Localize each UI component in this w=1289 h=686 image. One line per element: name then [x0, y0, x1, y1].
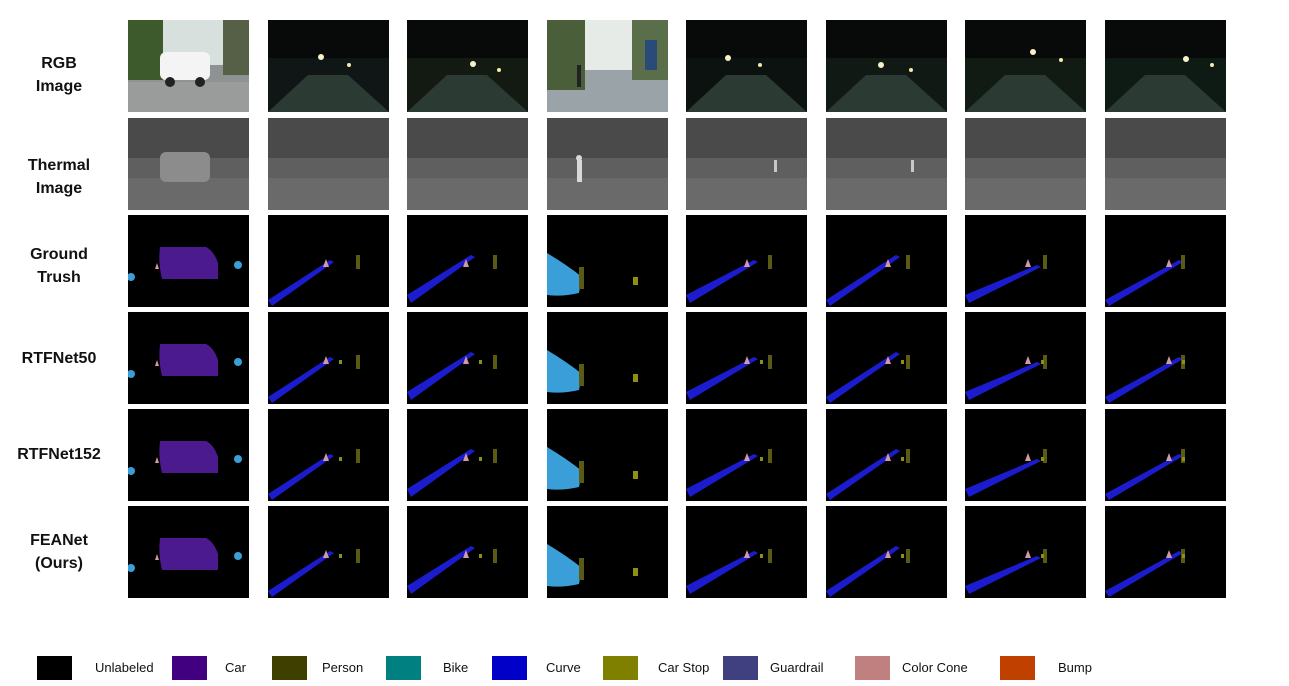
ground-truth-image-3: [407, 215, 528, 307]
ground-truth-image-7: [965, 215, 1086, 307]
thermal-image-8: [1105, 118, 1226, 210]
feanet-image-4: [547, 506, 668, 598]
feanet-image-8: [1105, 506, 1226, 598]
legend-label-bump: Bump: [1058, 660, 1092, 675]
rtfnet50-image-2: [268, 312, 389, 404]
rgb-image-5: [686, 20, 807, 112]
rgb-image-2: [268, 20, 389, 112]
rtfnet152-image-7: [965, 409, 1086, 501]
rtfnet50-image-3: [407, 312, 528, 404]
rtfnet152-image-8: [1105, 409, 1226, 501]
ground-truth-image-4: [547, 215, 668, 307]
rgb-image-8: [1105, 20, 1226, 112]
thermal-image-3: [407, 118, 528, 210]
rtfnet50-image-6: [826, 312, 947, 404]
rtfnet152-image-6: [826, 409, 947, 501]
rtfnet152-image-1: [128, 409, 249, 501]
class-legend: Unlabeled Car Person Bike Curve Car Stop…: [0, 650, 1289, 686]
rtfnet50-image-5: [686, 312, 807, 404]
rtfnet50-image-4: [547, 312, 668, 404]
thermal-image-6: [826, 118, 947, 210]
legend-swatch-curve: [492, 656, 527, 680]
thermal-image-4: [547, 118, 668, 210]
row-label-rtfnet152: RTFNet152: [17, 446, 101, 463]
rgb-image-4: [547, 20, 668, 112]
row-label-ground-truth: Ground Trush: [30, 246, 88, 286]
legend-swatch-bump: [1000, 656, 1035, 680]
legend-swatch-bike: [386, 656, 421, 680]
legend-label-color-cone: Color Cone: [902, 660, 968, 675]
rtfnet152-image-5: [686, 409, 807, 501]
feanet-image-3: [407, 506, 528, 598]
rtfnet50-image-8: [1105, 312, 1226, 404]
thermal-image-7: [965, 118, 1086, 210]
feanet-image-7: [965, 506, 1086, 598]
row-label-thermal-image: Thermal Image: [27, 157, 91, 197]
thermal-image-2: [268, 118, 389, 210]
ground-truth-image-2: [268, 215, 389, 307]
legend-label-car: Car: [225, 660, 246, 675]
ground-truth-image-1: [128, 215, 249, 307]
row-label-rgb-image: RGB Image: [35, 55, 83, 95]
rtfnet152-image-4: [547, 409, 668, 501]
ground-truth-image-5: [686, 215, 807, 307]
legend-swatch-color-cone: [855, 656, 890, 680]
rgb-image-6: [826, 20, 947, 112]
legend-label-curve: Curve: [546, 660, 581, 675]
thermal-image-5: [686, 118, 807, 210]
feanet-image-5: [686, 506, 807, 598]
legend-label-person: Person: [322, 660, 364, 675]
legend-label-unlabeled: Unlabeled: [95, 660, 154, 675]
legend-swatch-person: [272, 656, 307, 680]
rtfnet152-image-2: [268, 409, 389, 501]
row-label-rtfnet50: RTFNet50: [21, 350, 97, 367]
rgb-image-1: [128, 20, 249, 112]
feanet-image-6: [826, 506, 947, 598]
rtfnet152-image-3: [407, 409, 528, 501]
row-label-feanet-ours: FEANet (Ours): [30, 532, 88, 572]
rtfnet50-image-1: [128, 312, 249, 404]
feanet-image-1: [128, 506, 249, 598]
ground-truth-image-6: [826, 215, 947, 307]
feanet-image-2: [268, 506, 389, 598]
ground-truth-image-8: [1105, 215, 1226, 307]
rtfnet50-image-7: [965, 312, 1086, 404]
legend-label-bike: Bike: [443, 660, 469, 675]
legend-swatch-unlabeled: [37, 656, 72, 680]
legend-label-guardrail: Guardrail: [770, 660, 824, 675]
legend-swatch-car-stop: [603, 656, 638, 680]
thermal-image-1: [128, 118, 249, 210]
rgb-image-7: [965, 20, 1086, 112]
legend-label-car-stop: Car Stop: [658, 660, 710, 675]
rgb-image-3: [407, 20, 528, 112]
legend-swatch-car: [172, 656, 207, 680]
legend-swatch-guardrail: [723, 656, 758, 680]
